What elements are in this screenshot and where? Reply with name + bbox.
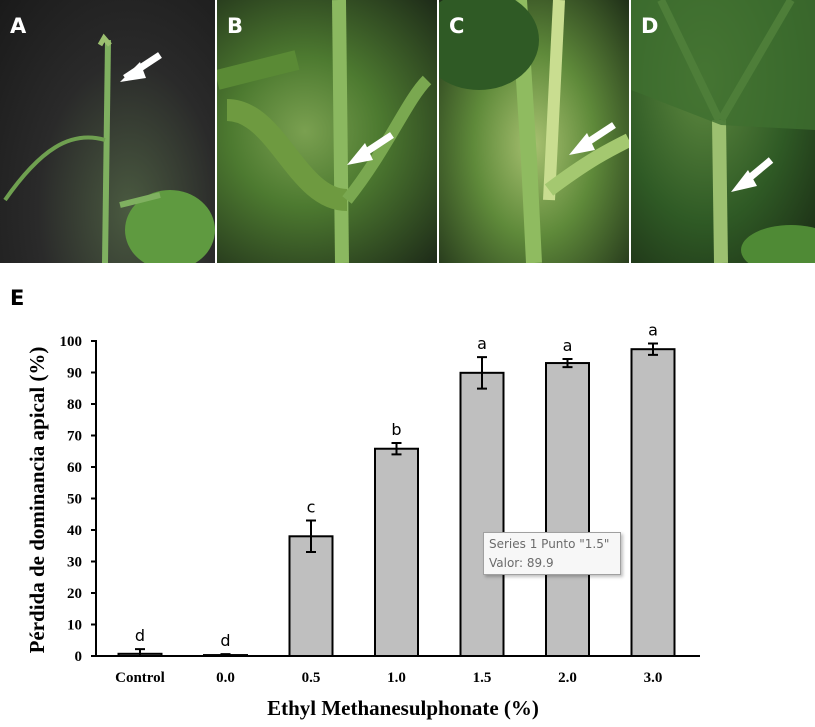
panel-label: B	[227, 14, 244, 38]
bar	[374, 447, 419, 658]
arrow-icon	[569, 122, 616, 155]
x-tick-label: 1.5	[473, 670, 492, 686]
plant-illustration	[631, 0, 815, 263]
tooltip-value: Valor: 89.9	[489, 556, 554, 570]
panel-label: A	[10, 14, 27, 38]
panel-label: D	[641, 14, 659, 38]
error-bar	[477, 356, 487, 390]
x-axis-title: Ethyl Methanesulphonate (%)	[267, 696, 539, 720]
y-tick-label: 70	[67, 429, 82, 445]
error-bar	[648, 342, 658, 356]
bar	[459, 371, 505, 657]
arrow-icon	[120, 52, 162, 82]
x-tick-label: 0.5	[302, 670, 321, 686]
y-axis-title: Pérdida de dominancia apical (%)	[25, 347, 49, 654]
x-tick-label: 0.0	[216, 670, 235, 686]
significance-letter: d	[220, 631, 230, 650]
y-tick-label: 20	[67, 586, 82, 602]
x-tick-label: 1.0	[387, 670, 406, 686]
y-tick-label: 60	[67, 460, 82, 476]
error-bar	[306, 519, 316, 554]
y-tick-label: 40	[67, 523, 82, 539]
plant-illustration	[217, 0, 432, 263]
significance-letter: a	[477, 334, 487, 353]
panel-label: E	[10, 286, 25, 310]
photo-panel-d: D	[631, 0, 815, 263]
bar	[288, 535, 334, 657]
x-tick-label: Control	[115, 670, 165, 686]
significance-letter: d	[135, 626, 145, 645]
y-tick-label: 90	[67, 366, 82, 382]
y-tick-label: 0	[75, 649, 83, 665]
y-tick-label: 10	[67, 618, 82, 634]
y-tick-label: 100	[60, 334, 83, 350]
panel-label: C	[449, 14, 465, 38]
plant-illustration	[3, 33, 215, 263]
x-tick-label: 2.0	[558, 670, 577, 686]
bar	[545, 362, 590, 657]
error-bar	[562, 357, 573, 369]
arrow-icon	[731, 157, 774, 192]
plant-illustration	[439, 0, 629, 263]
photo-panel-c: C	[439, 0, 629, 263]
significance-letter: a	[648, 321, 658, 340]
photo-panel-b: B	[217, 0, 437, 263]
tooltip-series: Series 1 Punto "1.5"	[489, 537, 610, 551]
significance-letter: c	[307, 498, 316, 517]
significance-letter: b	[391, 420, 401, 439]
bar	[630, 348, 676, 657]
arrow-icon	[347, 132, 394, 165]
x-tick-label: 3.0	[644, 670, 663, 686]
error-bar	[391, 442, 402, 456]
tooltip: Series 1 Punto "1.5" Valor: 89.9	[483, 532, 621, 575]
y-tick-label: 80	[67, 397, 82, 413]
photo-panel-a: A	[0, 0, 215, 263]
significance-letter: a	[563, 336, 573, 355]
y-tick-label: 50	[67, 492, 82, 508]
y-tick-label: 30	[67, 555, 82, 571]
